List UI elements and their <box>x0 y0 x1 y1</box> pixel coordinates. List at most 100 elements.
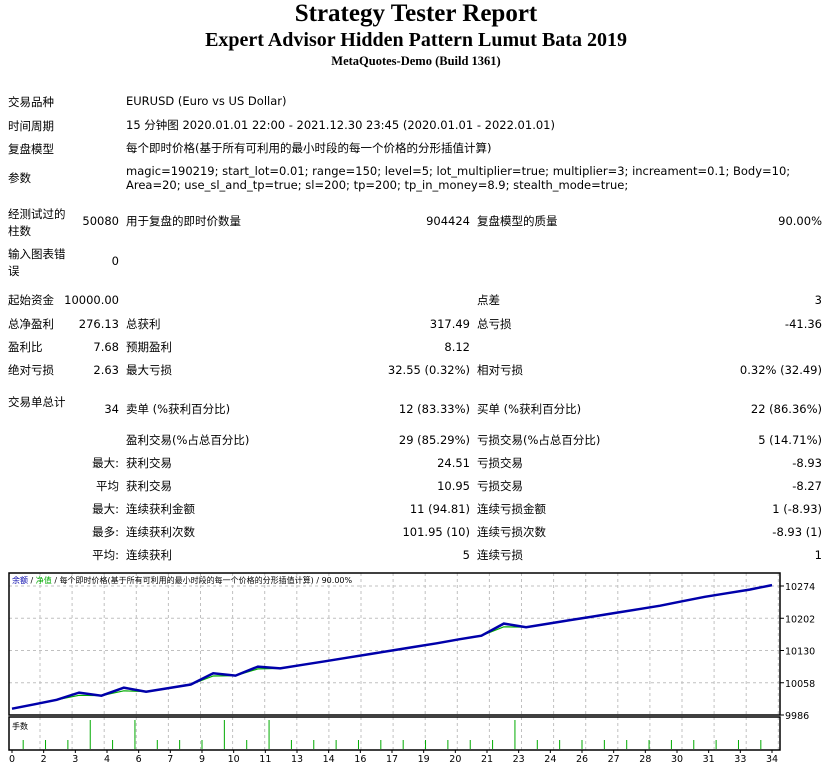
info-label: 参数 <box>8 171 31 185</box>
stat-label: 预期盈利 <box>126 340 172 354</box>
stat-value: 90.00% <box>778 214 822 228</box>
stat-value: 0 <box>111 254 119 268</box>
stat-value: 11 (94.81) <box>409 502 470 516</box>
x-tick-label: 23 <box>513 754 525 765</box>
stat-value: 904424 <box>426 214 470 228</box>
stat-label: 绝对亏损 <box>8 363 54 377</box>
x-tick-label: 0 <box>9 754 15 765</box>
stat-label: 相对亏损 <box>477 363 523 377</box>
info-label: 复盘模型 <box>8 142 54 156</box>
stat-label: 获利交易 <box>126 456 172 470</box>
stat-label: 连续亏损次数 <box>477 525 546 539</box>
stat-value: 5 (14.71%) <box>758 433 822 447</box>
x-tick-label: 2 <box>41 754 47 765</box>
stat-value: 276.13 <box>78 317 119 331</box>
stat-value: 2.63 <box>93 363 119 377</box>
stat-value: 平均: <box>92 548 119 562</box>
legend-equity: 净值 <box>36 575 52 585</box>
y-tick-label: 10274 <box>785 582 815 593</box>
stat-label: 亏损交易 <box>477 456 523 470</box>
stat-label: 输入图表错误 <box>8 247 66 278</box>
stat-label: 亏损交易 <box>477 479 523 493</box>
stat-label: 总获利 <box>126 317 161 331</box>
stat-value: 3 <box>814 293 822 307</box>
stat-value: 29 (85.29%) <box>398 433 470 447</box>
stat-value: 32.55 (0.32%) <box>387 363 470 377</box>
stat-label: 买单 (%获利百分比) <box>477 402 582 416</box>
x-tick-label: 33 <box>734 754 746 765</box>
stat-value: 最大: <box>92 456 119 470</box>
stat-label: 亏损交易(%占总百分比) <box>477 433 601 447</box>
info-value: EURUSD (Euro vs US Dollar) <box>126 94 287 108</box>
info-label: 时间周期 <box>8 119 54 133</box>
stat-label: 总亏损 <box>477 317 512 331</box>
x-tick-label: 6 <box>136 754 142 765</box>
legend-model: 每个即时价格(基于所有可利用的最小时段的每一个价格的分形插值计算) <box>60 575 314 585</box>
stat-value: -8.27 <box>792 479 822 493</box>
stat-label: 获利交易 <box>126 479 172 493</box>
stat-label: 点差 <box>477 293 500 307</box>
stat-label: 用于复盘的即时价数量 <box>126 214 241 228</box>
report-title: Strategy Tester Report <box>294 0 538 27</box>
x-tick-label: 21 <box>481 754 493 765</box>
stat-value: 7.68 <box>93 340 119 354</box>
plot-frame <box>8 572 781 716</box>
x-tick-label: 28 <box>639 754 651 765</box>
x-tick-label: 13 <box>291 754 303 765</box>
x-tick-label: 11 <box>259 754 271 765</box>
info-value: 15 分钟图 2020.01.01 22:00 - 2021.12.30 23:… <box>126 118 555 132</box>
volume-frame <box>8 716 781 751</box>
x-tick-label: 4 <box>104 754 110 765</box>
stat-value: -8.93 (1) <box>772 525 822 539</box>
stat-value: 最大: <box>92 502 119 516</box>
stat-label: 复盘模型的质量 <box>477 214 558 228</box>
stat-value: 1 <box>814 548 822 562</box>
stat-label: 最大亏损 <box>126 363 172 377</box>
stat-value: 1 (-8.93) <box>772 502 822 516</box>
legend-quality: 90.00% <box>322 576 353 585</box>
stat-label: 起始资金 <box>8 293 54 307</box>
stat-label: 盈利交易(%占总百分比) <box>126 433 250 447</box>
stat-label: 盈利比 <box>8 340 43 354</box>
stat-value: 8.12 <box>444 340 470 354</box>
info-label: 交易品种 <box>8 95 54 109</box>
legend-separator: / <box>314 576 322 585</box>
stat-label: 交易单总计 <box>8 395 66 409</box>
build-info: MetaQuotes-Demo (Build 1361) <box>331 54 501 68</box>
y-tick-label: 10058 <box>785 679 815 690</box>
stat-value: 最多: <box>92 525 119 539</box>
stat-label: 连续获利 <box>126 548 172 562</box>
x-tick-label: 19 <box>418 754 430 765</box>
x-tick-label: 30 <box>671 754 683 765</box>
x-tick-label: 24 <box>544 754 556 765</box>
chart-legend: 余额 / 净值 / 每个即时价格(基于所有可利用的最小时段的每一个价格的分形插值… <box>12 575 352 585</box>
x-tick-label: 20 <box>449 754 461 765</box>
stat-label: 连续获利次数 <box>126 525 195 539</box>
x-tick-label: 27 <box>608 754 620 765</box>
x-tick-label: 26 <box>576 754 588 765</box>
stat-label: 连续获利金额 <box>126 502 195 516</box>
legend-separator: / <box>52 576 60 585</box>
info-value: 每个即时价格(基于所有可利用的最小时段的每一个价格的分形插值计算) <box>126 141 492 155</box>
stat-value: -41.36 <box>784 317 822 331</box>
y-tick-label: 9986 <box>785 711 809 722</box>
expert-advisor-name: Expert Advisor Hidden Pattern Lumut Bata… <box>205 29 627 51</box>
equity-line <box>11 584 773 710</box>
stat-value: 24.51 <box>437 456 470 470</box>
x-tick-label: 9 <box>199 754 205 765</box>
stat-value: 10000.00 <box>64 293 119 307</box>
stat-value: 10.95 <box>437 479 470 493</box>
stat-value: 5 <box>462 548 470 562</box>
y-tick-label: 10130 <box>785 647 815 658</box>
x-tick-label: 34 <box>766 754 778 765</box>
x-tick-label: 17 <box>386 754 398 765</box>
x-tick-label: 14 <box>323 754 335 765</box>
stat-label: 连续亏损金额 <box>477 502 546 516</box>
x-tick-label: 31 <box>703 754 715 765</box>
stat-label: 连续亏损 <box>477 548 523 562</box>
stat-value: 22 (86.36%) <box>750 402 822 416</box>
y-tick-label: 10202 <box>785 614 815 625</box>
stat-value: 50080 <box>82 214 119 228</box>
x-tick-label: 7 <box>167 754 173 765</box>
